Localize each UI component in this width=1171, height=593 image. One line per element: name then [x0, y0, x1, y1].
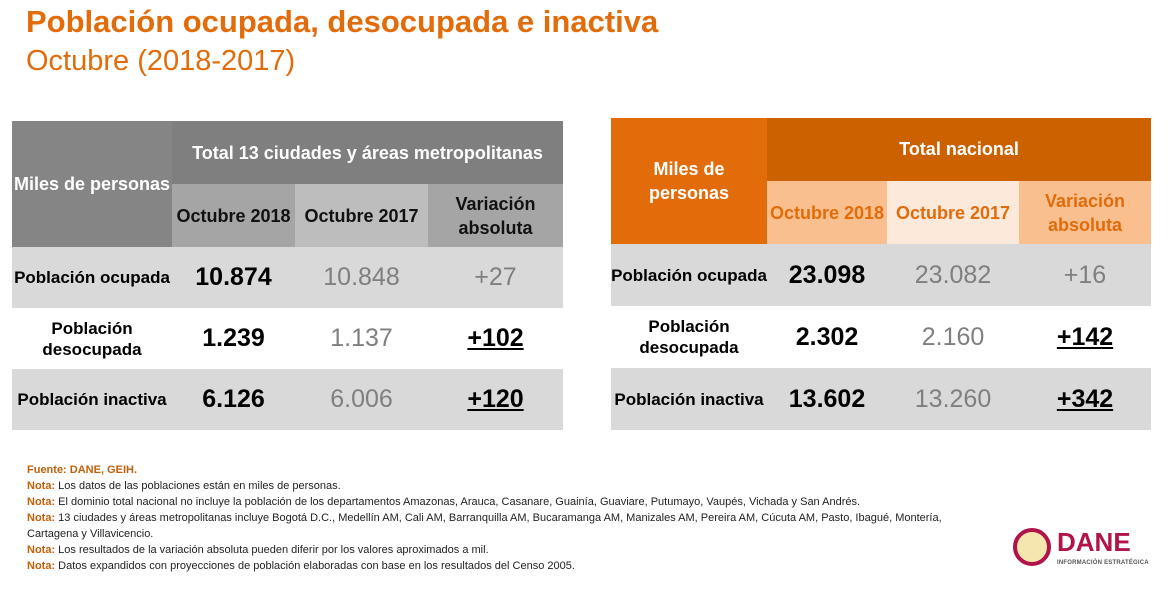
corner-header: Miles de personas — [12, 121, 172, 247]
page-title: Población ocupada, desocupada e inactiva — [26, 4, 659, 39]
col-header: Octubre 2017 — [887, 181, 1019, 244]
row-label: Población desocupada — [12, 308, 172, 369]
table-row: Población desocupada 2.302 2.160 +142 — [611, 306, 1152, 368]
value-2018: 23.098 — [767, 244, 887, 306]
note: Nota: El dominio total nacional no inclu… — [27, 494, 977, 510]
value-variation: +27 — [428, 247, 563, 308]
logo-name: DANE — [1057, 527, 1131, 557]
table-13-ciudades: Miles de personas Total 13 ciudades y ár… — [12, 121, 563, 430]
value-variation: +342 — [1019, 368, 1152, 430]
table-total-nacional: Miles de personas Total nacional Octubre… — [611, 118, 1152, 430]
value-variation: +120 — [428, 369, 563, 430]
group-header: Total nacional — [767, 118, 1152, 181]
group-header: Total 13 ciudades y áreas metropolitanas — [172, 121, 563, 184]
note-text: El dominio total nacional no incluye la … — [58, 496, 861, 508]
note-prefix: Nota: — [27, 480, 56, 492]
note-prefix: Nota: — [27, 560, 56, 572]
page-subtitle: Octubre (2018-2017) — [26, 45, 296, 77]
row-label: Población ocupada — [611, 244, 767, 306]
value-2017: 13.260 — [887, 368, 1019, 430]
value-2018: 6.126 — [172, 369, 295, 430]
value-2018: 1.239 — [172, 308, 295, 369]
note: Nota: Datos expandidos con proyecciones … — [27, 558, 977, 574]
note-text: Datos expandidos con proyecciones de pob… — [58, 560, 575, 572]
value-variation: +142 — [1019, 306, 1152, 368]
note-text: Los datos de las poblaciones están en mi… — [58, 480, 341, 492]
dane-logo: DANE INFORMACIÓN ESTRATÉGICA — [1013, 527, 1149, 567]
note-prefix: Nota: — [27, 496, 56, 508]
value-2018: 2.302 — [767, 306, 887, 368]
corner-header: Miles de personas — [611, 118, 767, 244]
value-variation: +16 — [1019, 244, 1152, 306]
note-prefix: Nota: — [27, 544, 56, 556]
col-header: Octubre 2017 — [295, 184, 428, 247]
notes: Fuente: DANE, GEIH. Nota: Los datos de l… — [27, 462, 977, 574]
value-2018: 13.602 — [767, 368, 887, 430]
row-label: Población inactiva — [611, 368, 767, 430]
table-row: Población desocupada 1.239 1.137 +102 — [12, 308, 563, 369]
value-2017: 10.848 — [295, 247, 428, 308]
table-row: Población ocupada 10.874 10.848 +27 — [12, 247, 563, 308]
value-2017: 1.137 — [295, 308, 428, 369]
value-variation: +102 — [428, 308, 563, 369]
row-label: Población desocupada — [611, 306, 767, 368]
note: Nota: Los datos de las poblaciones están… — [27, 478, 977, 494]
value-2018: 10.874 — [172, 247, 295, 308]
coat-of-arms-icon — [1013, 528, 1051, 566]
row-label: Población ocupada — [12, 247, 172, 308]
table-row: Población inactiva 13.602 13.260 +342 — [611, 368, 1152, 430]
note: Nota: Los resultados de la variación abs… — [27, 542, 977, 558]
value-2017: 2.160 — [887, 306, 1019, 368]
note-text: Los resultados de la variación absoluta … — [58, 544, 489, 556]
table-row: Población inactiva 6.126 6.006 +120 — [12, 369, 563, 430]
col-header: Octubre 2018 — [172, 184, 295, 247]
value-2017: 23.082 — [887, 244, 1019, 306]
logo-tagline: INFORMACIÓN ESTRATÉGICA — [1057, 560, 1149, 566]
note-text: 13 ciudades y áreas metropolitanas inclu… — [27, 512, 942, 540]
col-header: Octubre 2018 — [767, 181, 887, 244]
row-label: Población inactiva — [12, 369, 172, 430]
table-row: Población ocupada 23.098 23.082 +16 — [611, 244, 1152, 306]
col-header: Variación absoluta — [428, 184, 563, 247]
note-prefix: Nota: — [27, 512, 56, 524]
note: Nota: 13 ciudades y áreas metropolitanas… — [27, 510, 957, 542]
source-note: Fuente: DANE, GEIH. — [27, 464, 138, 476]
col-header: Variación absoluta — [1019, 181, 1152, 244]
value-2017: 6.006 — [295, 369, 428, 430]
